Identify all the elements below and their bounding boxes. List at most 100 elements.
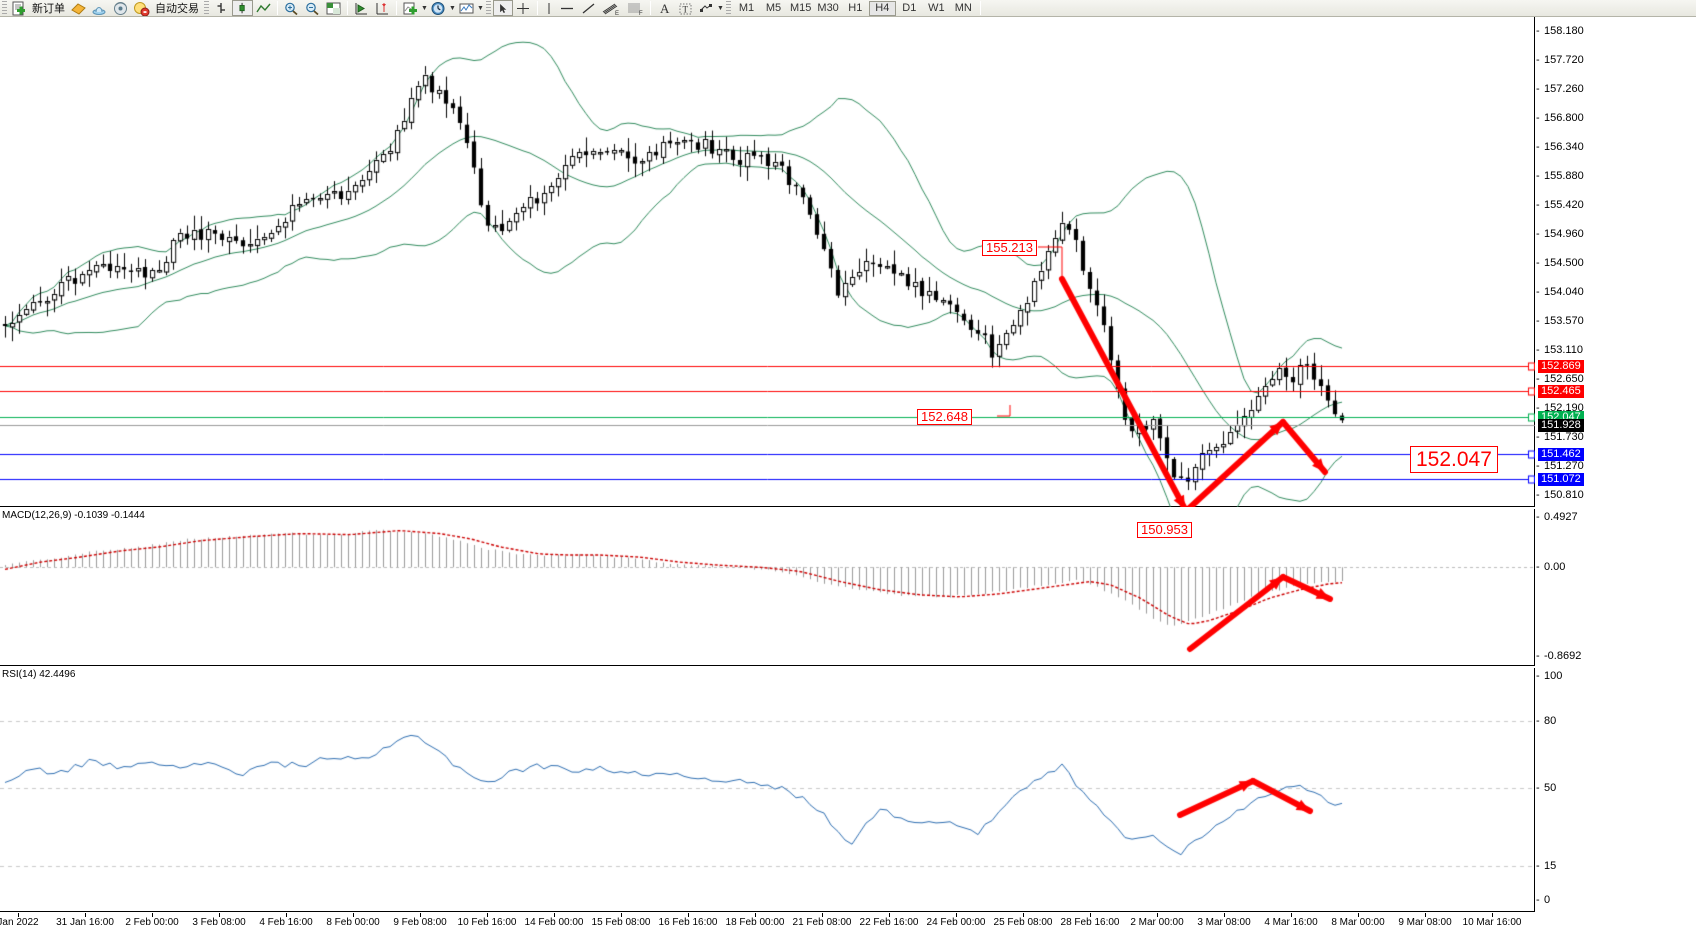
price-chart-canvas[interactable] (0, 17, 1535, 507)
time-axis-label: 18 Feb 00:00 (725, 917, 785, 928)
price-annotation-box[interactable]: 150.953 (1137, 522, 1192, 538)
price-axis-tick: -154.040 (1536, 285, 1584, 298)
auto-trading-label[interactable]: 自动交易 (155, 3, 199, 15)
candlestick-chart-icon[interactable] (232, 0, 253, 16)
time-axis-label: 15 Feb 08:00 (591, 917, 651, 928)
price-axis-tick: -154.500 (1536, 256, 1584, 269)
line-chart-icon[interactable] (253, 0, 274, 16)
cursor-icon[interactable] (493, 0, 513, 16)
price-axis[interactable]: -158.180 -157.720 -157.260 -156.800 -156.340… (1536, 17, 1696, 935)
toolbar-grip[interactable] (2, 1, 7, 15)
price-axis-tick: -156.340 (1536, 141, 1584, 154)
text-label-icon[interactable]: T (675, 0, 696, 16)
equidistant-channel-icon[interactable]: E (599, 0, 623, 16)
price-annotation-box[interactable]: 152.648 (917, 409, 972, 425)
zoom-in-icon[interactable] (281, 0, 302, 16)
new-order-label[interactable]: 新订单 (32, 3, 65, 15)
timeframe-button-m15[interactable]: M15 (790, 1, 812, 14)
crosshair-icon[interactable] (513, 0, 534, 16)
timeframe-button-mn[interactable]: MN (954, 1, 972, 14)
price-annotation-box[interactable]: 152.047 (1410, 446, 1498, 473)
price-axis-tick: -158.180 (1536, 25, 1584, 38)
rsi-axis-tick: -0 (1536, 894, 1551, 906)
signals-icon[interactable] (89, 0, 110, 16)
time-axis-label: 2 Mar 00:00 (1130, 917, 1184, 928)
trendline-icon[interactable] (578, 0, 599, 16)
time-axis-tick (956, 913, 957, 917)
indicators-add-icon[interactable] (400, 0, 421, 16)
timeframe-button-m30[interactable]: M30 (817, 1, 839, 14)
price-chart-pane[interactable] (0, 17, 1535, 507)
hline-icon[interactable] (557, 0, 578, 16)
svg-text:T: T (683, 4, 689, 14)
time-axis-tick (621, 913, 622, 917)
toolbar-grip-2[interactable] (204, 1, 209, 15)
time-axis-label: 8 Feb 00:00 (326, 917, 380, 928)
autoscroll-icon[interactable] (351, 0, 372, 16)
price-axis-badge[interactable]: 151.928 (1538, 418, 1584, 432)
time-axis-tick (286, 913, 287, 917)
price-axis-badge[interactable]: 152.465 (1538, 384, 1584, 398)
price-annotation-box[interactable]: 155.213 (982, 240, 1037, 256)
rsi-axis-tick: -15 (1536, 860, 1557, 873)
time-axis-label: 10 Mar 16:00 (1462, 917, 1522, 928)
fibonacci-icon[interactable]: F (623, 0, 647, 16)
price-axis-badge[interactable]: 151.462 (1538, 448, 1584, 462)
vline-icon[interactable] (541, 0, 557, 16)
timeframe-button-m5[interactable]: M5 (765, 1, 782, 14)
market-icon[interactable] (110, 0, 131, 16)
chart-container[interactable]: MACD(12,26,9) -0.1039 -0.1444 RSI(14) 42… (0, 17, 1696, 935)
toolbar-grip-3[interactable] (486, 1, 491, 15)
time-axis-label: 4 Feb 16:00 (259, 917, 313, 928)
zoom-out-icon[interactable] (302, 0, 323, 16)
chart-shift-icon[interactable] (372, 0, 393, 16)
rsi-axis-tick: -50 (1536, 782, 1557, 794)
bar-chart-icon[interactable] (211, 0, 232, 16)
time-axis-label: 24 Feb 00:00 (926, 917, 986, 928)
rsi-label: RSI(14) 42.4496 (2, 669, 76, 680)
data-window-icon[interactable] (323, 0, 344, 16)
price-axis-tick: -154.960 (1536, 228, 1584, 240)
time-axis-tick (1492, 913, 1493, 917)
toolbar-separator-5 (650, 1, 651, 15)
time-axis-tick (1224, 913, 1225, 917)
rsi-axis-tick: -80 (1536, 714, 1557, 727)
time-axis-label: 9 Feb 08:00 (393, 917, 447, 928)
rsi-canvas[interactable] (0, 668, 1535, 912)
time-axis-tick (889, 913, 890, 917)
macd-pane[interactable]: MACD(12,26,9) -0.1039 -0.1444 (0, 509, 1535, 666)
shapes-dropdown-caret[interactable]: ▼ (717, 4, 724, 12)
period-dropdown-caret[interactable]: ▼ (449, 4, 456, 12)
timeframe-button-m1[interactable]: M1 (738, 1, 755, 14)
text-icon[interactable]: A (654, 0, 675, 16)
timeframe-button-w1[interactable]: W1 (928, 1, 945, 14)
time-axis-tick (688, 913, 689, 917)
timeframe-button-h1[interactable]: H1 (848, 1, 863, 14)
main-toolbar: 新订单 自动交易 (0, 0, 1696, 17)
toolbar-grip-4[interactable] (726, 1, 731, 15)
macd-axis-tick: - -0.8692 (1536, 650, 1582, 662)
price-axis-tick: -157.720 (1536, 54, 1584, 67)
timeframe-button-d1[interactable]: D1 (902, 1, 917, 14)
macd-canvas[interactable] (0, 509, 1535, 666)
rsi-pane[interactable]: RSI(14) 42.4496 (0, 668, 1535, 912)
rsi-axis-tick: -100 (1536, 670, 1563, 682)
price-axis-tick: -151.730 (1536, 431, 1584, 444)
price-axis-tick: -152.650 (1536, 373, 1584, 386)
timeframe-button-h4[interactable]: H4 (868, 0, 896, 16)
indicators-dropdown-caret[interactable]: ▼ (421, 4, 428, 12)
shapes-icon[interactable] (696, 0, 717, 16)
templates-dropdown-caret[interactable]: ▼ (477, 4, 484, 12)
toolbar-separator-4 (537, 1, 538, 15)
time-axis-label: 2 Feb 00:00 (125, 917, 179, 928)
templates-icon[interactable] (68, 0, 89, 16)
new-order-icon[interactable] (9, 0, 29, 16)
price-axis-tick: -150.810 (1536, 489, 1584, 502)
price-axis-badge[interactable]: 152.869 (1538, 359, 1584, 373)
time-axis-tick (1023, 913, 1024, 917)
price-axis-tick: -156.800 (1536, 112, 1584, 125)
period-icon[interactable] (428, 0, 449, 16)
templates-list-icon[interactable] (456, 0, 477, 16)
price-axis-badge[interactable]: 151.072 (1538, 472, 1584, 486)
autotrading-icon[interactable] (131, 0, 152, 16)
